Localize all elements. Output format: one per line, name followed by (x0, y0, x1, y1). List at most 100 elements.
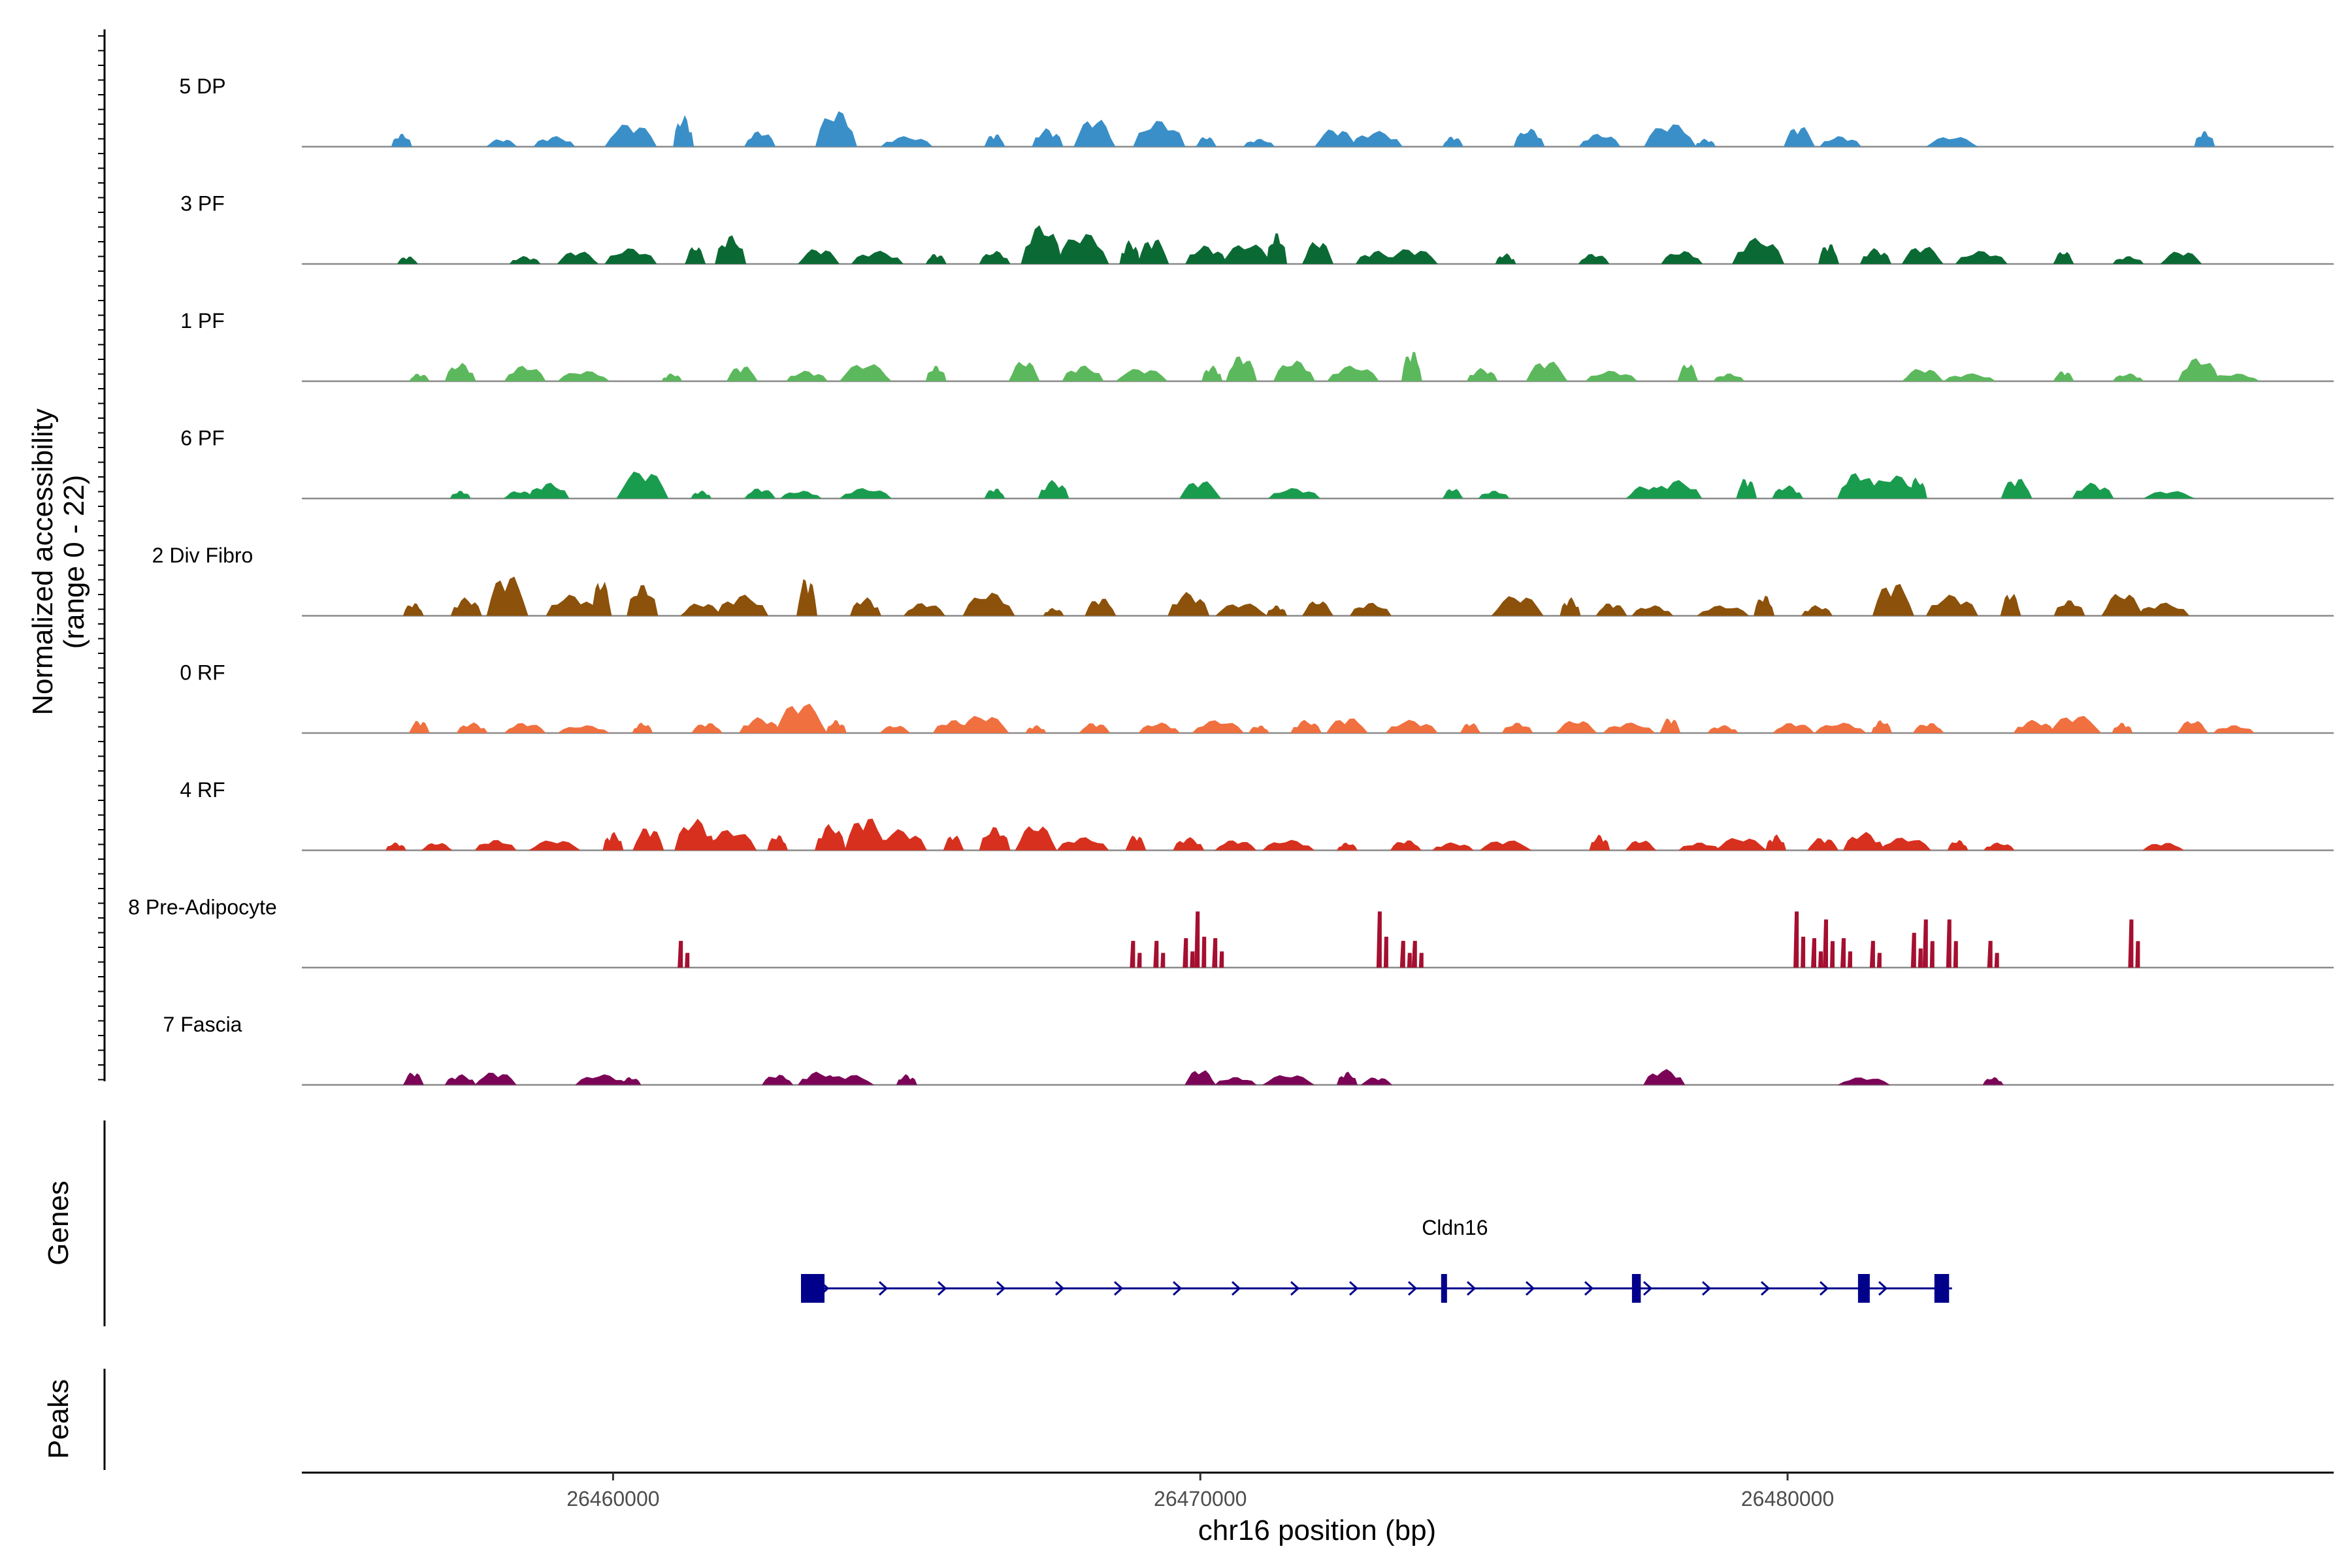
coverage-peak (408, 374, 430, 382)
track-label: 6 PF (180, 427, 225, 450)
coverage-peak (485, 139, 517, 147)
coverage-peak (1442, 137, 1463, 147)
coverage-peak (1754, 595, 1775, 616)
coverage-peak (767, 835, 789, 851)
coverage-peak (744, 131, 776, 147)
gene-track: Cldn16 (801, 1216, 1952, 1303)
coverage-peak (1315, 129, 1356, 147)
coverage-peak (1349, 602, 1392, 616)
coverage-peak (691, 723, 723, 733)
coverage-peak (1912, 723, 1944, 733)
coverage-peak (557, 371, 610, 382)
coverage-peak (1643, 1069, 1686, 1085)
coverage-peak (1678, 842, 1721, 851)
coverage-peak (1268, 488, 1320, 498)
coverage-peak (402, 603, 424, 616)
coverage-peak (1021, 225, 1063, 264)
coverage-bar (1823, 919, 1835, 968)
coverage-peak (1133, 121, 1186, 147)
coverage-peak (1625, 840, 1657, 851)
coverage-peak (1401, 351, 1422, 382)
coverage-peak (1585, 370, 1638, 382)
coverage-peak (1085, 598, 1117, 616)
coverage-peak (715, 235, 747, 264)
coverage-peak (2049, 715, 2102, 733)
y-axis-title: Normalized accessibility (27, 408, 59, 715)
coverage-peak (1859, 248, 1891, 264)
coverage-peak (1659, 718, 1681, 733)
coverage-peak (1043, 608, 1064, 616)
strand-arrow (1642, 1281, 1653, 1296)
coverage-peak (739, 717, 781, 733)
coverage-peak (1589, 834, 1610, 851)
track-3-pf: 3 PF (180, 192, 2334, 265)
coverage-peak (1262, 1075, 1315, 1085)
gene-exon (801, 1274, 825, 1303)
coverage-peak (1631, 605, 1674, 616)
track-label: 5 DP (179, 74, 225, 98)
coverage-peak (1901, 368, 1944, 382)
coverage-peak (780, 491, 822, 498)
coverage-bar (1840, 938, 1852, 968)
coverage-peak (408, 721, 430, 733)
track-label: 3 PF (180, 192, 225, 216)
track-8-pre-adipocyte: 8 Pre-Adipocyte (128, 896, 2334, 969)
track-5-dp: 5 DP (179, 74, 2334, 148)
coverage-peak (979, 826, 1011, 851)
coverage-tracks: 5 DP 3 PF 1 PF 6 PF 2 Div Fibro 0 RF 4 RF 8 Pre… (128, 74, 2334, 1086)
coverage-bar (1987, 941, 1999, 968)
coverage-peak (1867, 475, 1919, 498)
coverage-peak (1736, 479, 1757, 498)
coverage-peak (533, 136, 576, 147)
x-tick-label: 26470000 (1154, 1487, 1247, 1511)
coverage-peak (1707, 725, 1739, 733)
coverage-peak (1431, 842, 1474, 851)
coverage-peak (1037, 480, 1070, 498)
coverage-bar (1212, 938, 1224, 968)
coverage-peak (1695, 139, 1716, 147)
coverage-bar (1376, 911, 1388, 968)
coverage-peak (1714, 838, 1767, 851)
coverage-peak (627, 585, 659, 616)
gene-exon (1631, 1274, 1641, 1303)
coverage-peak (474, 1072, 517, 1085)
gene-exon (1934, 1274, 1950, 1303)
coverage-peak (2208, 373, 2261, 382)
coverage-bar (678, 941, 690, 968)
strand-arrow (1054, 1281, 1065, 1296)
strand-arrow (1466, 1281, 1477, 1296)
coverage-peak (1137, 239, 1169, 264)
coverage-peak (1015, 826, 1057, 851)
coverage-peak (620, 1077, 642, 1085)
coverage-peak (1478, 491, 1510, 498)
coverage-peak (1032, 128, 1064, 147)
coverage-peak (1697, 605, 1750, 616)
coverage-peak (1526, 361, 1568, 382)
coverage-peak (1226, 356, 1258, 382)
coverage-peak (1983, 842, 2015, 851)
coverage-bar (1869, 941, 1882, 968)
coverage-peak (1073, 120, 1116, 147)
coverage-peak (880, 136, 933, 147)
coverage-peak (449, 491, 471, 498)
coverage-peak (1273, 360, 1315, 382)
coverage-peak (1772, 485, 1804, 498)
coverage-peak (979, 251, 1011, 264)
coverage-peak (1185, 245, 1228, 264)
coverage-bar (1130, 941, 1142, 968)
coverage-peak (1906, 477, 1927, 498)
strand-arrow (1525, 1281, 1535, 1296)
y-axis-ticks (98, 35, 105, 1081)
coverage-peak (1513, 128, 1545, 147)
coverage-peak (1603, 723, 1656, 733)
coverage-peak (1661, 251, 1703, 264)
coverage-peak (762, 1075, 794, 1085)
coverage-peak (602, 832, 624, 851)
track-label: 7 Fascia (163, 1013, 242, 1036)
coverage-peak (962, 593, 1015, 616)
coverage-peak (825, 720, 847, 733)
coverage-peak (2101, 594, 2144, 616)
coverage-peak (1650, 480, 1703, 498)
coverage-peak (2013, 719, 2055, 733)
